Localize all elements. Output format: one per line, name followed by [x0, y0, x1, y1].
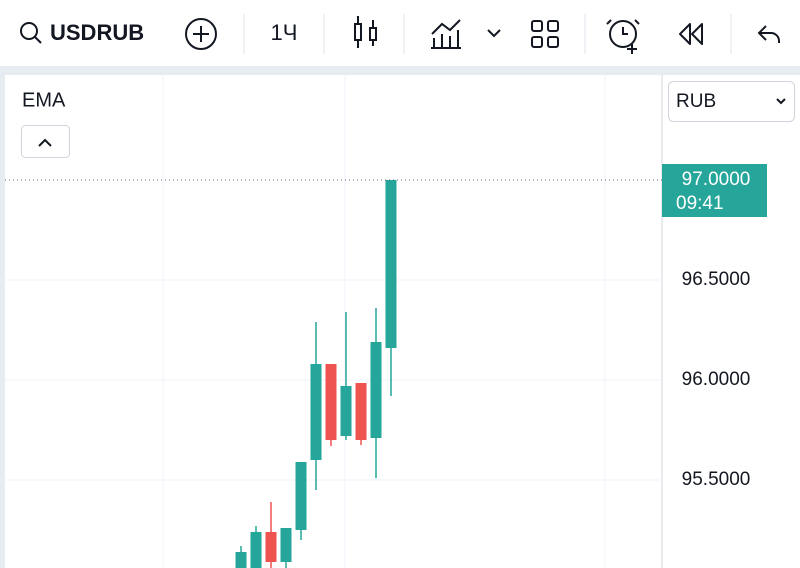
- layout-icon: [531, 20, 543, 32]
- candle-body: [295, 462, 307, 530]
- alarm-icon: [609, 20, 637, 48]
- panel-gap: [0, 66, 800, 75]
- candle-body: [265, 532, 277, 562]
- search-icon: [34, 36, 42, 44]
- candle-body: [370, 342, 382, 438]
- panel-gap: [0, 75, 5, 568]
- layout-icon: [547, 20, 559, 32]
- candles: [235, 180, 397, 568]
- search-icon: [20, 22, 38, 40]
- toolbar: [0, 0, 800, 66]
- layouts-button[interactable]: [531, 20, 559, 48]
- y-tick-label: 95.5000: [682, 469, 751, 490]
- symbol: USDRUB: [50, 20, 144, 45]
- alert-button[interactable]: [606, 19, 640, 54]
- last-price-badge: [662, 164, 767, 217]
- chevron: [487, 29, 501, 38]
- candle-body: [340, 386, 352, 436]
- add-symbol[interactable]: [185, 18, 217, 50]
- alarm-icon: [606, 19, 640, 54]
- candle-body: [325, 364, 337, 440]
- chart-type-button[interactable]: [354, 16, 377, 48]
- y-tick-label: 96.5000: [682, 269, 751, 290]
- add-icon: [193, 26, 209, 42]
- search-button[interactable]: USDRUB: [20, 20, 144, 45]
- replay-button[interactable]: [679, 23, 703, 45]
- layout-icon: [547, 36, 559, 48]
- rewind-icon: [679, 23, 703, 45]
- currency-select[interactable]: [668, 81, 795, 122]
- interval[interactable]: 1Ч: [271, 20, 298, 45]
- candle-body: [235, 552, 247, 568]
- select-chevron: [776, 98, 786, 105]
- indicator-label: EMA: [22, 89, 66, 111]
- candle-body: [355, 383, 367, 440]
- add-icon: [185, 18, 217, 50]
- collapse-icon: [38, 138, 52, 147]
- last-price-time: 09:41: [676, 193, 724, 214]
- layout-icon: [531, 36, 543, 48]
- candle-body: [310, 364, 322, 460]
- indicators-button[interactable]: [431, 19, 501, 49]
- currency: RUB: [676, 91, 716, 112]
- undo-button[interactable]: [757, 25, 780, 43]
- y-tick-label: 96.0000: [682, 369, 751, 390]
- candle-body: [280, 528, 292, 562]
- candle-body: [250, 532, 262, 568]
- candle-body: [385, 180, 397, 348]
- candle-icon: [357, 16, 374, 48]
- indicators-icon: [431, 19, 461, 49]
- last-price-label: 97.0000: [682, 169, 751, 190]
